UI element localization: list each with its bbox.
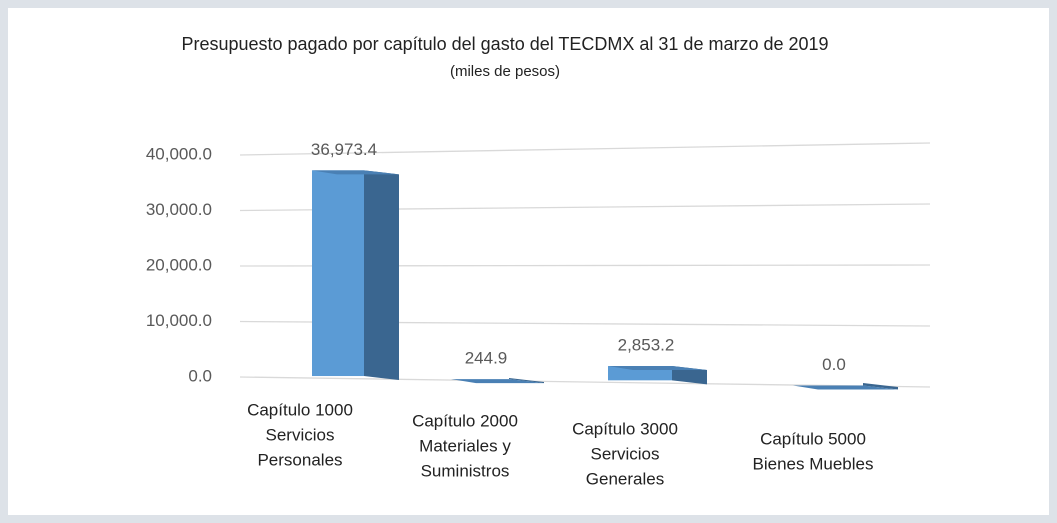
x-tick-label: Servicios (591, 444, 660, 463)
x-tick-label: Materiales y (419, 436, 511, 455)
bar-side (364, 170, 399, 381)
bar-top (451, 379, 544, 384)
x-tick-label: Capítulo 3000 (572, 419, 678, 438)
bar-top (312, 170, 399, 175)
bar-side (863, 383, 898, 390)
value-label: 244.9 (465, 349, 508, 368)
chart-title: Presupuesto pagado por capítulo del gast… (181, 34, 828, 54)
value-label: 36,973.4 (311, 140, 377, 159)
x-tick-label: Capítulo 2000 (412, 411, 518, 430)
bar-top (793, 385, 898, 390)
grid-line (239, 142, 931, 156)
x-tick-label: Capítulo 5000 (760, 429, 866, 448)
grid-line (239, 376, 931, 388)
chart-subtitle: (miles de pesos) (450, 63, 560, 80)
x-tick-label: Suministros (421, 461, 510, 480)
value-label: 2,853.2 (618, 336, 675, 355)
y-tick-label: 30,000.0 (146, 200, 212, 219)
value-label: 0.0 (822, 355, 846, 374)
bar-top (608, 366, 707, 371)
y-tick-label: 10,000.0 (146, 311, 212, 330)
y-tick-label: 0.0 (188, 366, 212, 385)
x-tick-label: Personales (257, 450, 342, 469)
x-tick-label: Capítulo 1000 (247, 400, 353, 419)
bar-side (672, 366, 707, 385)
y-tick-label: 40,000.0 (146, 144, 212, 163)
bar-side (509, 378, 544, 384)
x-tick-label: Bienes Muebles (753, 454, 874, 473)
y-tick-label: 20,000.0 (146, 255, 212, 274)
bar (312, 170, 364, 377)
panel (8, 8, 1049, 515)
x-tick-label: Generales (586, 469, 664, 488)
x-tick-label: Servicios (266, 425, 335, 444)
